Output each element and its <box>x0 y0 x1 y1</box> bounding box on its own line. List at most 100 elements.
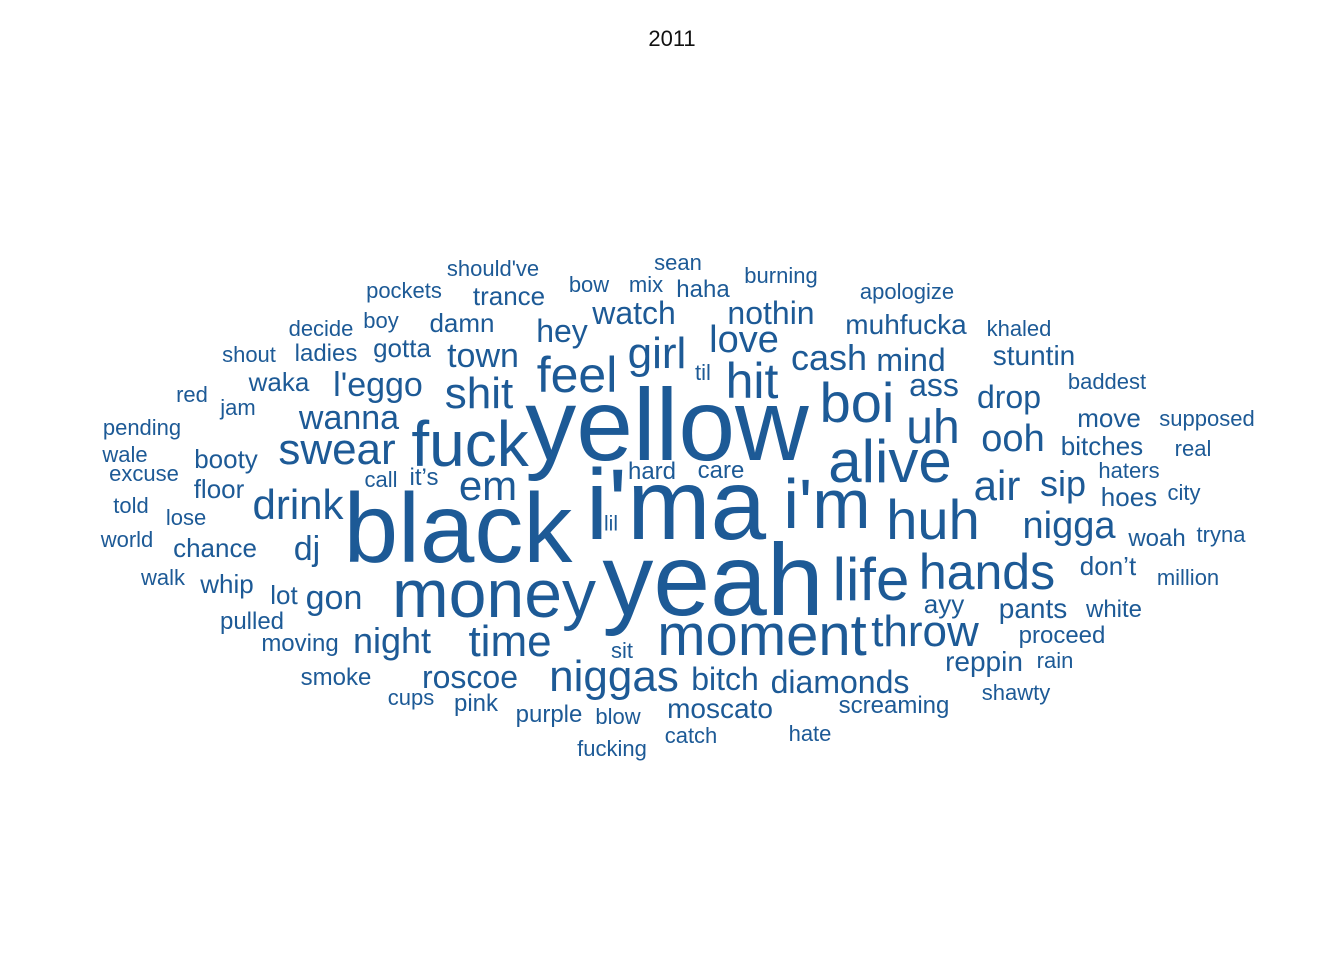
word-30: dj <box>293 530 321 568</box>
word-7: alive <box>828 428 952 495</box>
word-62: hoes <box>1100 482 1158 512</box>
word-67: haha <box>676 276 730 303</box>
word-16: throw <box>871 607 979 656</box>
word-105: haters <box>1098 458 1160 483</box>
word-81: blow <box>595 704 641 729</box>
word-78: sit <box>611 638 633 663</box>
word-91: shout <box>222 342 276 367</box>
word-36: roscoe <box>421 659 519 695</box>
word-13: hit <box>725 353 779 409</box>
word-10: huh <box>886 488 980 551</box>
word-39: hey <box>536 313 588 349</box>
word-109: red <box>176 382 208 407</box>
word-50: ayy <box>923 589 965 619</box>
word-53: move <box>1077 403 1141 433</box>
word-4: money <box>391 556 597 632</box>
word-9: boi <box>819 371 895 434</box>
word-20: uh <box>906 401 960 454</box>
word-12: hands <box>918 544 1056 600</box>
word-34: gon <box>305 579 363 617</box>
word-56: chance <box>173 533 257 563</box>
word-46: stuntin <box>992 340 1076 371</box>
word-111: wale <box>102 442 148 467</box>
word-101: khaled <box>986 316 1052 341</box>
word-37: diamonds <box>770 664 910 700</box>
word-107: tryna <box>1196 522 1246 547</box>
word-95: should've <box>446 256 540 281</box>
word-57: lot <box>270 580 298 610</box>
word-41: mind <box>876 342 946 378</box>
word-96: bow <box>568 272 610 297</box>
word-69: pink <box>453 690 499 717</box>
word-27: night <box>352 620 432 661</box>
word-25: nigga <box>1022 505 1116 547</box>
word-77: it’s <box>409 464 439 491</box>
word-104: real <box>1174 436 1212 461</box>
word-100: apologize <box>859 279 955 304</box>
word-94: pockets <box>366 278 442 303</box>
word-19: girl <box>627 329 687 378</box>
word-35: town <box>447 337 519 375</box>
word-17: niggas <box>549 652 679 701</box>
word-1: black <box>343 473 573 583</box>
word-82: catch <box>664 723 718 748</box>
word-55: booty <box>194 444 258 474</box>
word-60: waka <box>248 367 310 397</box>
word-98: sean <box>654 250 702 275</box>
word-63: woah <box>1128 525 1186 552</box>
word-44: ass <box>909 367 959 403</box>
word-64: don’t <box>1079 551 1137 581</box>
word-52: damn <box>429 308 495 338</box>
word-48: moscato <box>667 693 773 724</box>
word-21: shit <box>444 369 514 418</box>
word-112: excuse <box>109 461 179 486</box>
word-14: feel <box>536 347 618 403</box>
word-5: fuck <box>411 408 529 480</box>
word-72: moving <box>261 630 339 657</box>
word-61: gotta <box>373 333 431 363</box>
word-11: life <box>832 546 910 613</box>
word-42: watch <box>592 295 676 331</box>
word-15: swear <box>278 425 396 474</box>
word-92: decide <box>288 316 354 341</box>
word-113: told <box>113 493 149 518</box>
word-40: drop <box>976 379 1042 415</box>
word-33: sip <box>1039 463 1087 504</box>
word-84: fucking <box>577 736 647 761</box>
word-108: million <box>1156 565 1220 590</box>
word-86: rain <box>1036 648 1074 673</box>
word-102: baddest <box>1067 369 1147 394</box>
word-85: shawty <box>981 680 1051 705</box>
word-23: em <box>458 462 518 509</box>
word-76: white <box>1085 596 1143 623</box>
word-47: pants <box>998 593 1068 624</box>
word-88: til <box>695 360 711 385</box>
word-99: burning <box>744 263 818 288</box>
word-66: hard <box>627 458 677 485</box>
word-93: boy <box>363 308 399 333</box>
word-24: air <box>973 462 1021 509</box>
word-79: jam <box>220 395 256 420</box>
word-83: hate <box>788 721 832 746</box>
word-75: proceed <box>1018 622 1106 649</box>
word-32: l'eggo <box>333 366 423 404</box>
word-43: nothin <box>727 295 815 331</box>
word-45: muhfucka <box>845 309 967 340</box>
word-3: yeah <box>602 523 824 637</box>
word-87: cups <box>387 685 435 710</box>
word-18: time <box>468 617 552 666</box>
word-29: cash <box>790 337 868 378</box>
word-49: reppin <box>945 646 1023 677</box>
word-22: drink <box>252 481 344 528</box>
word-68: purple <box>515 701 583 728</box>
word-74: ladies <box>294 340 358 367</box>
word-54: bitches <box>1060 431 1144 461</box>
word-103: supposed <box>1159 406 1255 431</box>
word-8: moment <box>657 603 867 668</box>
word-6: i'm <box>783 465 871 543</box>
word-80: lose <box>165 505 207 530</box>
word-58: whip <box>200 569 254 599</box>
word-51: trance <box>472 281 546 311</box>
word-115: walk <box>140 565 186 590</box>
